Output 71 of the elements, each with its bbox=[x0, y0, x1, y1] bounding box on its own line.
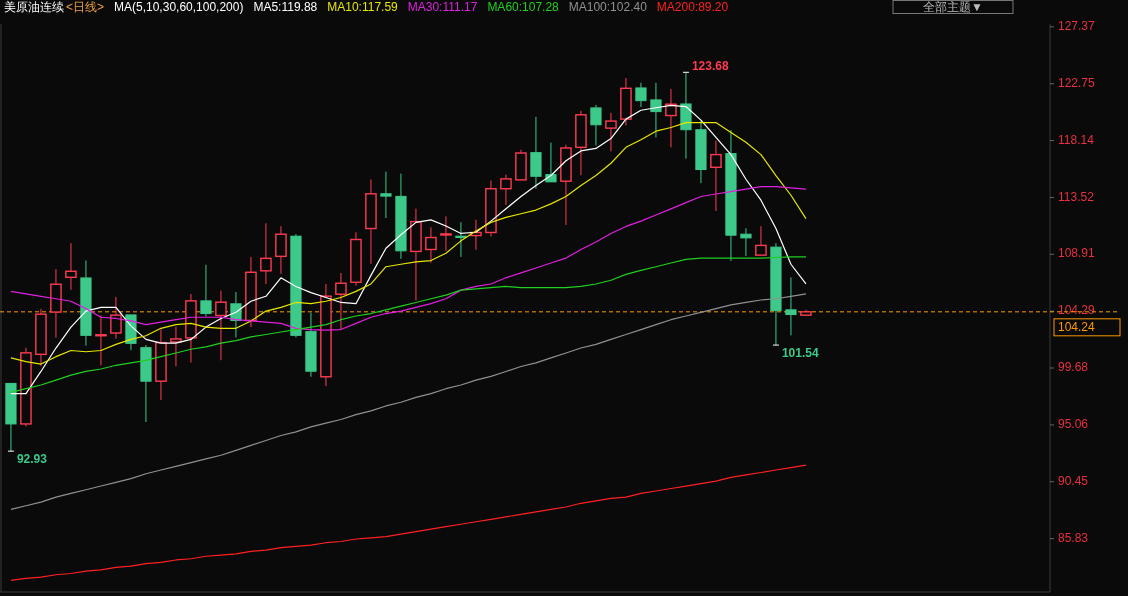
candlestick bbox=[785, 276, 797, 336]
text: MA100:102.40 bbox=[568, 0, 648, 15]
candlestick bbox=[170, 326, 182, 367]
y-tick-label: 90.45 bbox=[1058, 473, 1089, 488]
candlestick bbox=[275, 225, 287, 275]
candlestick bbox=[635, 82, 647, 108]
candlestick bbox=[50, 268, 62, 339]
candlestick bbox=[605, 112, 617, 152]
y-tick-label: 85.83 bbox=[1058, 530, 1089, 545]
candlestick bbox=[380, 171, 392, 219]
candlestick bbox=[185, 293, 197, 364]
candlestick bbox=[530, 116, 542, 190]
candlestick bbox=[365, 178, 377, 265]
candlestick bbox=[260, 222, 272, 285]
y-tick-label: 104.29 bbox=[1058, 303, 1096, 318]
y-tick-label: 99.68 bbox=[1058, 360, 1089, 375]
candlestick bbox=[650, 82, 662, 138]
text: MA30:111.17 bbox=[407, 0, 478, 15]
candlestick bbox=[140, 344, 152, 423]
candlestick bbox=[770, 242, 782, 346]
annotation: 123.68 bbox=[691, 59, 729, 74]
candlestick bbox=[215, 290, 227, 361]
y-tick-label: 95.06 bbox=[1058, 417, 1089, 432]
y-tick-label: 122.75 bbox=[1058, 75, 1096, 90]
line-series bbox=[10, 464, 807, 581]
candlestick bbox=[710, 140, 722, 212]
candlestick bbox=[725, 129, 737, 262]
candlestick bbox=[440, 215, 452, 252]
ref-line-label: 104.24 bbox=[1058, 319, 1096, 334]
candlestick bbox=[245, 256, 257, 328]
text: MA200:89.20 bbox=[656, 0, 729, 15]
candlestick bbox=[20, 347, 32, 428]
candlestick bbox=[35, 308, 47, 367]
candlestick bbox=[410, 208, 422, 302]
candlestick bbox=[80, 259, 92, 347]
legend-title: MA(5,10,30,60,100,200) bbox=[114, 0, 244, 15]
candlestick bbox=[695, 120, 707, 184]
chart-subtitle: <日线> bbox=[66, 0, 105, 15]
candlestick bbox=[110, 296, 122, 340]
candlestick bbox=[395, 173, 407, 260]
candlestick bbox=[740, 227, 752, 257]
candlestick bbox=[560, 144, 572, 226]
candlestick bbox=[290, 233, 302, 338]
candlestick bbox=[500, 174, 512, 206]
candlestick bbox=[65, 242, 77, 291]
candlestick bbox=[95, 315, 107, 366]
candlestick bbox=[515, 149, 527, 181]
candlestick bbox=[305, 312, 317, 378]
text: MA5:119.88 bbox=[253, 0, 318, 15]
annotation: 92.93 bbox=[16, 452, 48, 467]
candlestick bbox=[335, 272, 347, 331]
text: 全部主题▼ bbox=[923, 0, 983, 15]
candlestick bbox=[620, 77, 632, 127]
y-tick-label: 118.14 bbox=[1058, 132, 1095, 147]
text: MA60:107.28 bbox=[487, 0, 560, 15]
y-tick-label: 113.52 bbox=[1058, 189, 1095, 204]
candlestick bbox=[485, 179, 497, 238]
chart-title: 美原油连续 bbox=[4, 0, 64, 15]
candlestick bbox=[590, 104, 602, 146]
y-tick-label: 127.37 bbox=[1058, 19, 1096, 34]
candlestick bbox=[800, 309, 812, 316]
y-tick-label: 108.91 bbox=[1058, 246, 1096, 261]
candlestick bbox=[155, 328, 167, 401]
candlestick bbox=[575, 110, 587, 176]
candlestick bbox=[320, 283, 332, 387]
candlestick bbox=[350, 231, 362, 287]
candlestick bbox=[755, 225, 767, 256]
candlestick bbox=[200, 264, 212, 317]
text: MA10:117.59 bbox=[327, 0, 399, 15]
annotation: 101.54 bbox=[781, 346, 819, 361]
candlestick bbox=[425, 226, 437, 264]
